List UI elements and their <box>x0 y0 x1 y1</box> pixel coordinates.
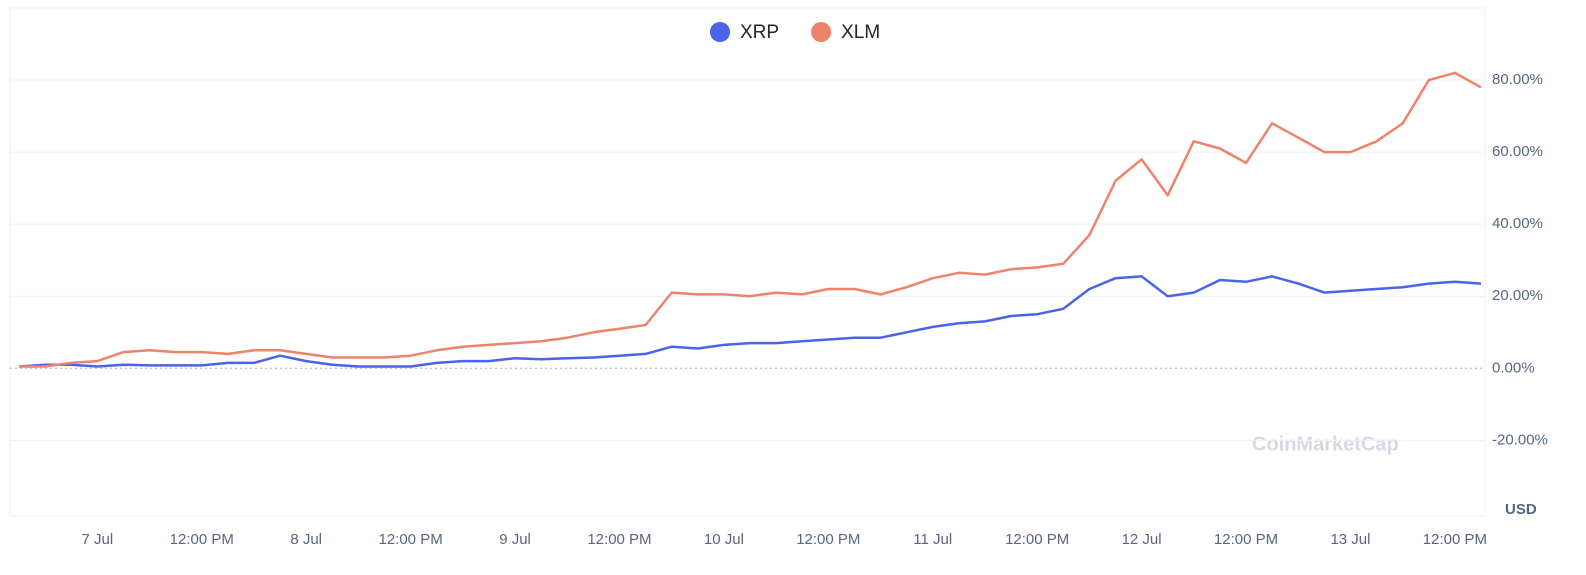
watermark: CoinMarketCap <box>1252 433 1399 455</box>
x-tick-label: 12:00 PM <box>796 531 860 548</box>
plot-frame <box>9 7 1486 517</box>
y-tick-label: -20.00% <box>1492 431 1548 448</box>
y-tick-label: 20.00% <box>1492 287 1543 304</box>
x-tick-label: 12:00 PM <box>378 531 442 548</box>
x-tick-label: 12:00 PM <box>1005 531 1069 548</box>
x-tick-label: 12:00 PM <box>1214 531 1278 548</box>
y-tick-label: 0.00% <box>1492 359 1535 376</box>
x-tick-label: 10 Jul <box>704 531 744 548</box>
y-tick-label: 40.00% <box>1492 215 1543 232</box>
x-tick-label: 12 Jul <box>1122 531 1162 548</box>
legend-marker <box>811 22 832 42</box>
y-tick-label: 80.00% <box>1492 71 1543 88</box>
x-tick-label: 12:00 PM <box>1423 531 1487 548</box>
legend-label: XRP <box>740 22 779 43</box>
x-tick-label: 8 Jul <box>290 531 322 548</box>
y-tick-label: 60.00% <box>1492 143 1543 160</box>
x-tick-label: 11 Jul <box>913 531 952 548</box>
x-tick-label: 7 Jul <box>81 531 113 548</box>
x-tick-label: 12:00 PM <box>587 531 651 548</box>
x-tick-label: 13 Jul <box>1330 531 1370 548</box>
x-tick-label: 12:00 PM <box>170 531 234 548</box>
legend-label: XLM <box>841 22 880 43</box>
x-tick-label: 9 Jul <box>499 531 531 548</box>
series-line <box>19 71 1482 368</box>
series-line <box>18 275 1482 368</box>
legend-marker <box>710 22 730 42</box>
currency-label: USD <box>1505 501 1537 518</box>
